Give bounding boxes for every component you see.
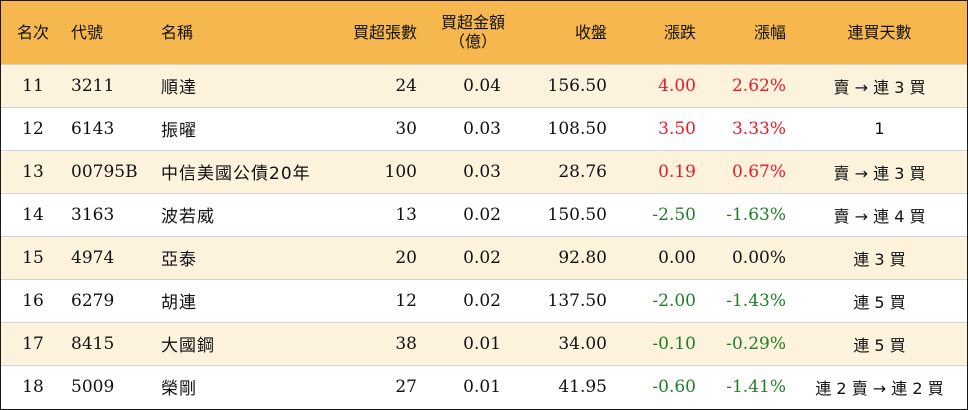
- cell-code[interactable]: 6143: [71, 118, 115, 139]
- cell-net-lots: 12: [395, 290, 417, 311]
- cell-close: 156.50: [547, 75, 607, 96]
- cell-code[interactable]: 6279: [71, 290, 115, 311]
- cell-net-lots: 20: [395, 247, 417, 268]
- cell-rank: 16: [22, 290, 44, 311]
- header-net-amount-line2: （億）: [448, 32, 497, 52]
- cell-name[interactable]: 中信美國公債20年: [161, 164, 311, 184]
- cell-code[interactable]: 4974: [71, 247, 115, 268]
- cell-close: 28.76: [558, 161, 607, 182]
- cell-rank: 11: [22, 75, 44, 96]
- cell-name[interactable]: 胡連: [161, 293, 197, 313]
- table-row[interactable]: 14 3163 波若威 13 0.02 150.50 -2.50 -1.63% 賣 → 連 4 …: [1, 193, 967, 236]
- table-body: 11 3211 順達 24 0.04 156.50 4.00 2.62% 賣 → 連 3 買 12…: [1, 64, 967, 408]
- table-row[interactable]: 13 00795B 中信美國公債20年 100 0.03 28.76 0.19 0.67% 賣 …: [1, 150, 967, 193]
- cell-rank: 15: [22, 247, 44, 268]
- table-row[interactable]: 12 6143 振曜 30 0.03 108.50 3.50 3.33% 1: [1, 107, 967, 150]
- cell-pct: 0.67%: [731, 161, 786, 182]
- cell-name[interactable]: 波若威: [161, 207, 215, 227]
- cell-pct: -1.63%: [726, 204, 786, 225]
- cell-net-amount: 0.03: [463, 118, 501, 139]
- cell-net-amount: 0.02: [463, 247, 501, 268]
- header-net-amount[interactable]: 買超金額 （億）: [423, 1, 523, 64]
- cell-rank: 13: [22, 161, 44, 182]
- cell-code[interactable]: 00795B: [71, 161, 138, 182]
- cell-name[interactable]: 亞泰: [161, 250, 197, 270]
- cell-close: 34.00: [558, 333, 607, 354]
- cell-net-amount: 0.01: [463, 333, 501, 354]
- table-row[interactable]: 16 6279 胡連 12 0.02 137.50 -2.00 -1.43% 連 5 買: [1, 279, 967, 322]
- cell-net-amount: 0.02: [463, 290, 501, 311]
- cell-pct: 2.62%: [731, 75, 786, 96]
- cell-net-amount: 0.03: [463, 161, 501, 182]
- cell-close: 137.50: [547, 290, 607, 311]
- cell-pct: -1.43%: [726, 290, 786, 311]
- cell-net-lots: 30: [395, 118, 417, 139]
- cell-consecutive-days: 連 3 買: [853, 249, 906, 269]
- cell-name[interactable]: 大國鋼: [161, 336, 215, 356]
- cell-change: 3.50: [658, 118, 696, 139]
- cell-net-amount: 0.04: [463, 75, 501, 96]
- cell-net-lots: 13: [395, 204, 417, 225]
- cell-rank: 17: [22, 333, 44, 354]
- cell-name[interactable]: 榮剛: [161, 379, 197, 400]
- table-row[interactable]: 18 5009 榮剛 27 0.01 41.95 -0.60 -1.41% 連 2 賣 → 連 …: [1, 365, 967, 408]
- cell-change: 4.00: [658, 75, 696, 96]
- cell-close: 108.50: [547, 118, 607, 139]
- cell-rank: 14: [22, 204, 44, 225]
- cell-net-amount: 0.02: [463, 204, 501, 225]
- table-row[interactable]: 17 8415 大國鋼 38 0.01 34.00 -0.10 -0.29% 連 5 買: [1, 322, 967, 365]
- header-pct[interactable]: 漲幅: [753, 22, 786, 42]
- cell-pct: 0.00%: [731, 247, 786, 268]
- cell-net-lots: 24: [395, 75, 417, 96]
- cell-consecutive-days: 賣 → 連 3 買: [833, 77, 926, 97]
- cell-change: -2.50: [652, 204, 696, 225]
- cell-name[interactable]: 振曜: [161, 121, 197, 141]
- cell-consecutive-days: 連 2 賣 → 連 2 買: [815, 378, 944, 398]
- header-net-lots[interactable]: 買超張數: [352, 22, 417, 42]
- header-change[interactable]: 漲跌: [663, 22, 696, 42]
- cell-pct: 3.33%: [731, 118, 786, 139]
- header-consecutive-days[interactable]: 連買天數: [847, 22, 912, 42]
- cell-pct: -1.41%: [726, 376, 786, 397]
- cell-code[interactable]: 8415: [71, 333, 115, 354]
- cell-change: 0.19: [658, 161, 696, 182]
- cell-pct: -0.29%: [726, 333, 786, 354]
- cell-net-lots: 100: [384, 161, 417, 182]
- table-row[interactable]: 15 4974 亞泰 20 0.02 92.80 0.00 0.00% 連 3 買: [1, 236, 967, 279]
- cell-code[interactable]: 5009: [71, 376, 115, 397]
- cell-rank: 18: [22, 376, 44, 397]
- cell-net-amount: 0.01: [463, 376, 501, 397]
- header-close[interactable]: 收盤: [574, 22, 607, 42]
- cell-code[interactable]: 3211: [71, 75, 115, 96]
- cell-close: 41.95: [558, 376, 607, 397]
- cell-consecutive-days: 連 5 買: [853, 292, 906, 312]
- cell-consecutive-days: 1: [874, 119, 885, 138]
- cell-consecutive-days: 賣 → 連 3 買: [833, 163, 926, 183]
- header-code[interactable]: 代號: [71, 22, 104, 42]
- cell-code[interactable]: 3163: [71, 204, 115, 225]
- cell-name[interactable]: 順達: [161, 78, 197, 98]
- header-row: 名次 代號 名稱 買超張數 買超金額 （億） 收盤 漲跌 漲幅 連買天數: [1, 1, 967, 64]
- cell-net-lots: 27: [395, 376, 417, 397]
- cell-rank: 12: [22, 118, 44, 139]
- table-row[interactable]: 11 3211 順達 24 0.04 156.50 4.00 2.62% 賣 → 連 3 買: [1, 64, 967, 107]
- cell-change: -0.60: [652, 376, 696, 397]
- table-header: 名次 代號 名稱 買超張數 買超金額 （億） 收盤 漲跌 漲幅 連買天數: [1, 1, 967, 64]
- cell-change: -0.10: [652, 333, 696, 354]
- cell-change: -2.00: [652, 290, 696, 311]
- cell-net-lots: 38: [395, 333, 417, 354]
- header-net-amount-line1: 買超金額: [440, 13, 505, 33]
- cell-close: 92.80: [558, 247, 607, 268]
- header-rank[interactable]: 名次: [16, 22, 49, 42]
- cell-change: 0.00: [658, 247, 696, 268]
- header-name[interactable]: 名稱: [161, 22, 194, 42]
- cell-close: 150.50: [547, 204, 607, 225]
- cell-consecutive-days: 連 5 買: [853, 335, 906, 355]
- cell-consecutive-days: 賣 → 連 4 買: [833, 206, 926, 226]
